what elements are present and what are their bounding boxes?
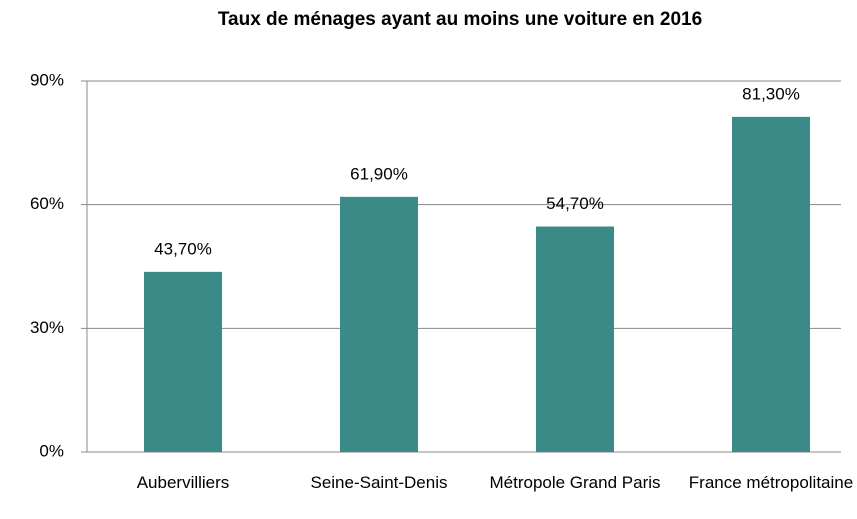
data-label: 43,70%	[154, 239, 212, 258]
x-tick-label: France métropolitaine	[688, 473, 854, 492]
x-tick-label: Seine-Saint-Denis	[310, 473, 448, 492]
bar	[536, 226, 614, 452]
y-tick-label: 0%	[39, 441, 64, 460]
bar	[340, 196, 418, 452]
data-label: 61,90%	[350, 164, 408, 183]
x-tick-label: Métropole Grand Paris	[489, 473, 661, 492]
bar	[144, 271, 222, 452]
data-label: 81,30%	[742, 84, 800, 103]
chart-title: Taux de ménages ayant au moins une voitu…	[217, 9, 703, 30]
y-tick-label: 90%	[30, 70, 64, 89]
data-label: 54,70%	[546, 194, 604, 213]
bar	[732, 116, 810, 452]
y-tick-label: 30%	[30, 318, 64, 337]
y-tick-label: 60%	[30, 194, 64, 213]
x-tick-label: Aubervilliers	[136, 473, 230, 492]
